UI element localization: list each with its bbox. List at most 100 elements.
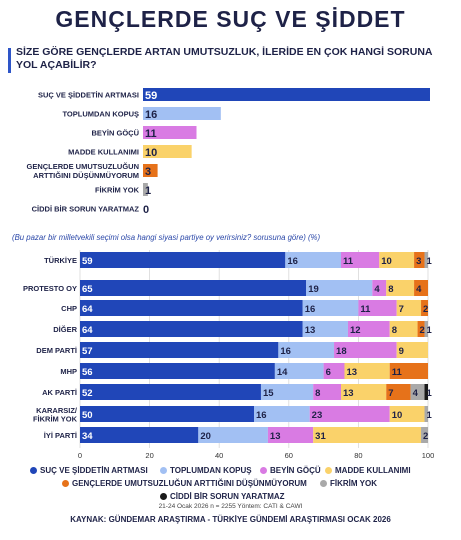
bar-segment — [285, 252, 341, 268]
data-label: 34 — [82, 431, 93, 442]
bar-segment — [80, 342, 279, 358]
data-label: 15 — [263, 388, 274, 399]
x-tick-label: 60 — [285, 451, 293, 460]
category-label: KARARSIZ/FİKRİM YOK — [33, 406, 78, 424]
category-label: DİĞER — [53, 325, 77, 334]
bar-segment — [379, 252, 415, 268]
category-label-line: CHP — [61, 304, 77, 313]
legend-item: MADDE KULLANIMI — [325, 466, 411, 475]
category-label-line: MADDE KULLANIMI — [68, 148, 139, 157]
legend-swatch — [160, 493, 167, 500]
bar-segment — [306, 280, 373, 296]
bar-segment — [414, 252, 425, 268]
data-label: 13 — [346, 367, 357, 378]
data-label: 2 — [423, 304, 428, 315]
data-label: 3 — [416, 256, 421, 267]
data-label: 13 — [343, 388, 354, 399]
data-label: 16 — [305, 304, 316, 315]
data-label: 64 — [82, 325, 93, 336]
category-label: AK PARTİ — [42, 388, 77, 397]
data-label: 16 — [287, 256, 298, 267]
data-label: 8 — [392, 325, 397, 336]
data-label: 16 — [256, 410, 267, 421]
bar-segment — [372, 280, 387, 296]
bar — [143, 183, 148, 196]
bar-segment — [421, 427, 428, 443]
x-tick-label: 100 — [422, 451, 435, 460]
category-label: SUÇ VE ŞİDDETİN ARTMASI — [38, 91, 139, 100]
data-label: 8 — [388, 284, 393, 295]
data-label: 2 — [420, 325, 425, 336]
question-accent-bar — [8, 48, 11, 73]
bar-segment — [267, 427, 314, 443]
category-label-line: MHP — [60, 367, 77, 376]
bar-segment — [313, 384, 341, 400]
data-label: 18 — [336, 346, 347, 357]
legend-label: MADDE KULLANIMI — [335, 466, 411, 475]
category-label-line: AK PARTİ — [42, 388, 77, 397]
legend-item: FİKRİM YOK — [320, 479, 377, 488]
bar-segment — [254, 406, 310, 422]
category-label-line: SUÇ VE ŞİDDETİN ARTMASI — [38, 91, 139, 100]
category-label-line: BEYİN GÖÇÜ — [91, 129, 139, 138]
legend-swatch — [160, 467, 167, 474]
bar-segment — [80, 321, 303, 337]
category-label-line: TÜRKİYE — [44, 256, 77, 265]
category-label-line: FİKRİM YOK — [95, 186, 140, 195]
category-label-line: PROTESTO OY — [23, 284, 77, 293]
page-title: GENÇLERDE SUÇ VE ŞİDDET — [55, 6, 406, 32]
category-label: CHP — [61, 304, 77, 313]
data-label: 1 — [427, 388, 433, 399]
bar-segment — [389, 363, 428, 379]
data-label: 13 — [305, 325, 316, 336]
data-label: 6 — [326, 367, 331, 378]
category-label: FİKRİM YOK — [95, 186, 140, 195]
bar-segment — [80, 300, 303, 316]
legend-label: TOPLUMDAN KOPUŞ — [170, 466, 252, 475]
bar — [143, 164, 158, 177]
data-label: 11 — [360, 304, 371, 315]
source-note: KAYNAK: GÜNDEMAR ARAŞTIRMA - TÜRKİYE GÜN… — [70, 515, 391, 524]
data-label: 10 — [392, 410, 403, 421]
chart-subtitle: (Bu pazar bir milletvekili seçimi olsa h… — [12, 233, 320, 242]
bar-segment — [396, 342, 428, 358]
legend-item: GENÇLERDE UMUTSUZLUĞUN ARTTIĞINI DÜŞÜNMÜ… — [62, 479, 307, 488]
legend-label: GENÇLERDE UMUTSUZLUĞUN ARTTIĞINI DÜŞÜNMÜ… — [72, 479, 307, 488]
legend-item: CİDDİ BİR SORUN YARATMAZ — [160, 492, 285, 501]
data-label: 31 — [315, 431, 326, 442]
bar-segment — [389, 406, 425, 422]
legend-swatch — [30, 467, 37, 474]
bar-segment — [417, 321, 425, 337]
survey-meta: 21-24 Ocak 2026 n = 2255 Yöntem: CATI & … — [158, 503, 303, 510]
bar-segment — [302, 321, 348, 337]
category-label-line: CİDDİ BİR SORUN YARATMAZ — [32, 205, 140, 214]
bar-segment — [313, 427, 422, 443]
legend-label: FİKRİM YOK — [330, 479, 377, 488]
data-label: 16 — [145, 109, 157, 121]
category-label: İYİ PARTİ — [44, 431, 77, 440]
bar-segment — [309, 406, 390, 422]
bar-segment — [347, 321, 390, 337]
data-label: 50 — [82, 410, 93, 421]
data-label: 23 — [312, 410, 323, 421]
data-label: 4 — [374, 284, 380, 295]
legend-swatch — [260, 467, 267, 474]
bar — [143, 126, 197, 139]
data-label: 59 — [82, 256, 93, 267]
bar-segment — [341, 384, 387, 400]
data-label: 11 — [343, 256, 354, 267]
category-label: MHP — [60, 367, 77, 376]
data-label: 2 — [423, 431, 428, 442]
bar — [143, 107, 221, 120]
category-label-line: İYİ PARTİ — [44, 431, 77, 440]
data-label: 65 — [82, 284, 93, 295]
data-label: 56 — [82, 367, 93, 378]
bar-segment — [414, 280, 428, 296]
category-label-line: DEM PARTİ — [36, 346, 77, 355]
data-label: 59 — [145, 90, 157, 102]
bar-segment — [274, 363, 324, 379]
bar-segment — [80, 363, 275, 379]
data-label: 3 — [145, 166, 151, 178]
bar-segment — [386, 280, 415, 296]
category-label: DEM PARTİ — [36, 346, 77, 355]
